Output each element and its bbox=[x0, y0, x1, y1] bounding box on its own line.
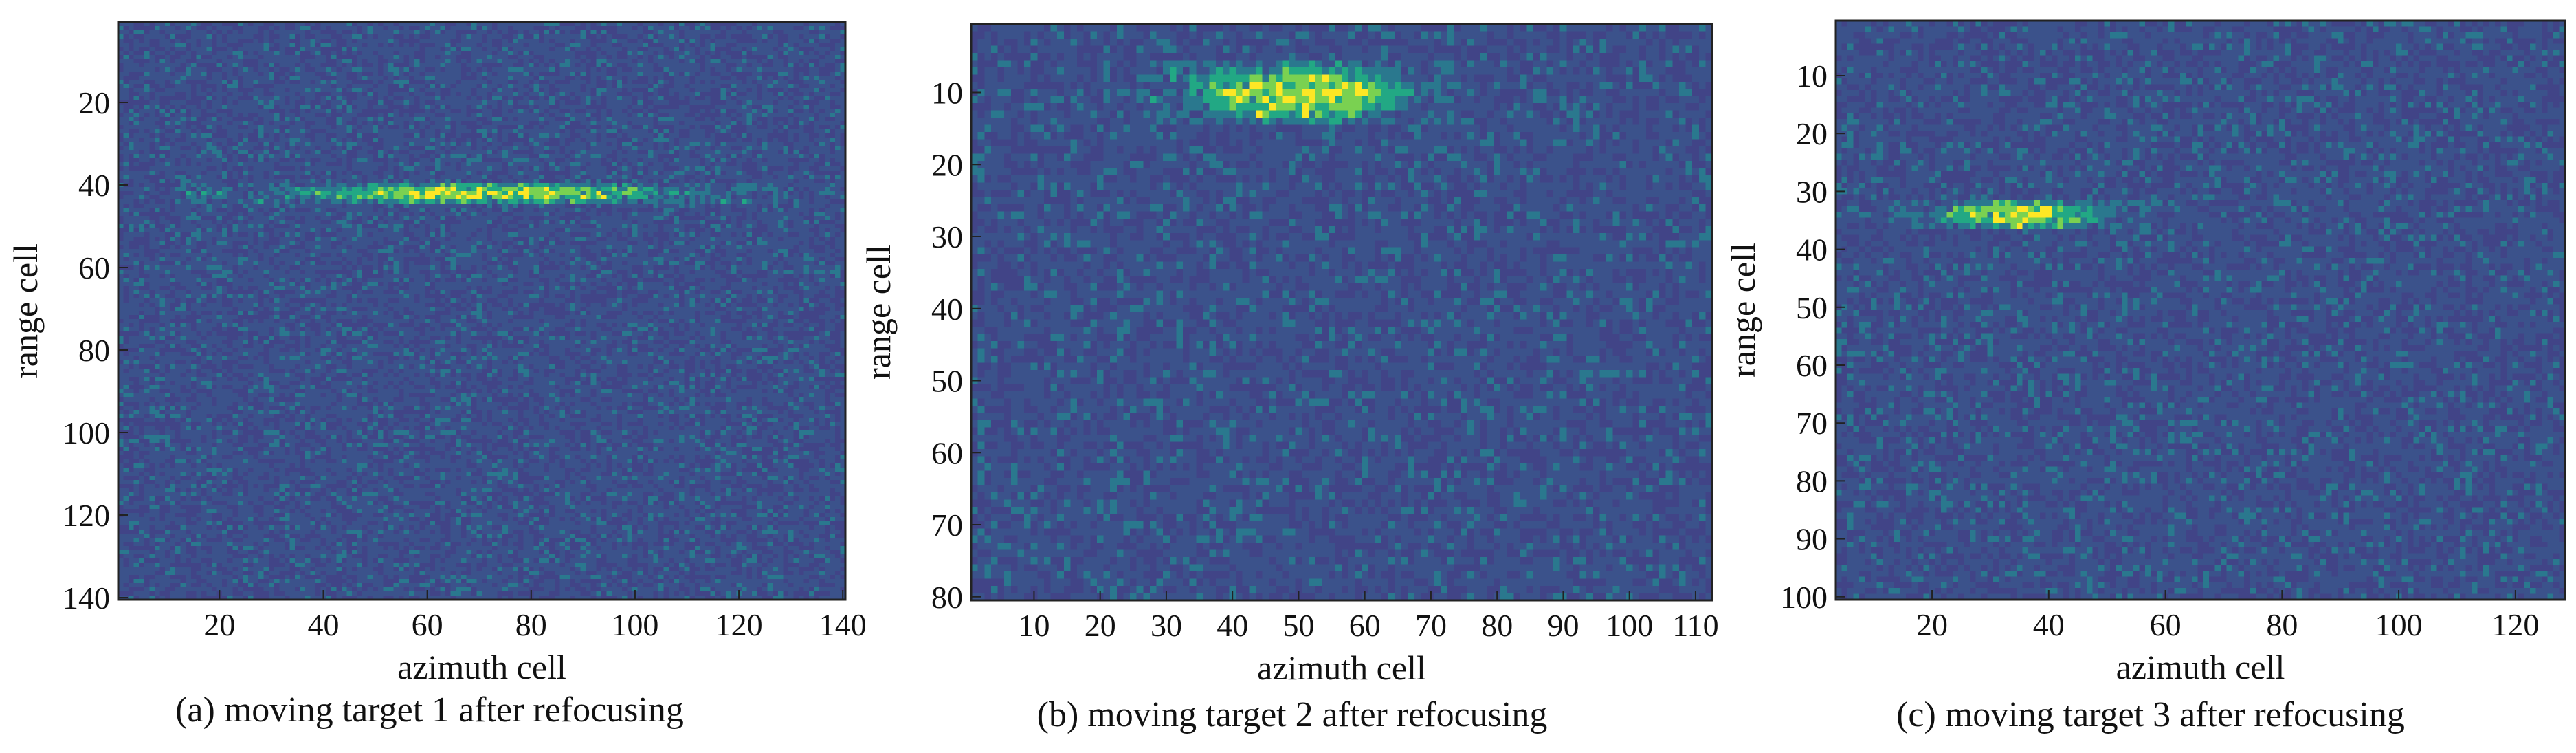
y-tick-label: 140 bbox=[63, 580, 110, 615]
x-tick-label: 60 bbox=[412, 607, 443, 642]
y-tick-label: 20 bbox=[78, 85, 110, 120]
y-tick-label: 90 bbox=[1796, 522, 1828, 557]
x-tick-label: 140 bbox=[819, 607, 867, 642]
x-tick-label: 100 bbox=[2375, 607, 2423, 642]
y-tick-label: 10 bbox=[1796, 58, 1828, 94]
caption-c: (c) moving target 3 after refocusing bbox=[1896, 695, 2405, 734]
x-tick-label: 20 bbox=[203, 607, 235, 642]
heatmap-cells bbox=[118, 22, 845, 600]
plot-area-c bbox=[1836, 21, 2565, 600]
x-tick-label: 100 bbox=[611, 607, 658, 642]
panel-b: 10 20 30 40 50 60 70 80 90 100 110 10 20 30 40 50 60 70 80… bbox=[859, 0, 1725, 753]
x-tick-label: 20 bbox=[1085, 608, 1116, 643]
x-tick-label: 30 bbox=[1151, 608, 1182, 643]
heatmap-chart-c: 20 40 60 80 100 120 10 20 30 40 50 60 70 80 90 100 azim… bbox=[1724, 19, 2566, 686]
y-tick-label: 120 bbox=[63, 498, 110, 533]
y-tick-label: 50 bbox=[931, 364, 963, 399]
x-tick-label: 100 bbox=[1606, 608, 1653, 643]
y-axis-label-b: range cell bbox=[859, 245, 898, 380]
x-axis-label-b: azimuth cell bbox=[1257, 648, 1426, 687]
y-tick-label: 100 bbox=[63, 415, 110, 450]
ticks-b: 10 20 30 40 50 60 70 80 90 100 110 10 20 30 40 50 60 70 80 bbox=[931, 76, 1719, 643]
x-axis-label-a: azimuth cell bbox=[397, 648, 566, 686]
x-tick-label: 50 bbox=[1283, 608, 1314, 643]
y-tick-label: 40 bbox=[931, 292, 963, 327]
x-axis-label-c: azimuth cell bbox=[2116, 648, 2285, 686]
x-tick-label: 60 bbox=[2150, 607, 2181, 642]
x-tick-label: 90 bbox=[1547, 608, 1579, 643]
x-tick-label: 110 bbox=[1672, 608, 1718, 643]
y-axis-label-c: range cell bbox=[1724, 243, 1762, 378]
x-tick-label: 20 bbox=[1916, 607, 1948, 642]
heatmap-chart-b: 10 20 30 40 50 60 70 80 90 100 110 10 20 30 40 50 60 70 80… bbox=[859, 23, 1719, 687]
plot-frame-c bbox=[1834, 19, 2566, 601]
x-tick-label: 70 bbox=[1415, 608, 1447, 643]
y-tick-label: 60 bbox=[1796, 348, 1828, 383]
y-tick-label: 70 bbox=[931, 508, 963, 543]
ticks-c: 20 40 60 80 100 120 10 20 30 40 50 60 70 80 90 100 bbox=[1780, 58, 2539, 642]
x-tick-label: 40 bbox=[2033, 607, 2065, 642]
y-tick-label: 100 bbox=[1780, 580, 1828, 615]
panel-c: 20 40 60 80 100 120 10 20 30 40 50 60 70 80 90 100 azim… bbox=[1724, 0, 2576, 753]
y-tick-label: 20 bbox=[931, 147, 963, 182]
y-tick-label: 70 bbox=[1796, 406, 1828, 441]
y-tick-label: 10 bbox=[931, 76, 963, 111]
y-tick-label: 80 bbox=[78, 333, 110, 368]
panel-a: 20 40 60 80 100 120 140 20 40 60 80 100 120 140 azimu… bbox=[0, 0, 867, 753]
plot-area-a bbox=[118, 22, 845, 600]
y-tick-label: 30 bbox=[1796, 174, 1828, 209]
y-tick-label: 40 bbox=[1796, 232, 1828, 268]
x-tick-label: 40 bbox=[1217, 608, 1248, 643]
heatmap-chart-a: 20 40 60 80 100 120 140 20 40 60 80 100 120 140 azimu… bbox=[6, 21, 867, 686]
x-tick-label: 80 bbox=[515, 607, 547, 642]
y-axis-label-a: range cell bbox=[6, 243, 45, 378]
y-tick-label: 20 bbox=[1796, 116, 1828, 151]
x-tick-label: 80 bbox=[1481, 608, 1513, 643]
y-tick-label: 80 bbox=[931, 580, 963, 615]
heatmap-cells bbox=[971, 24, 1712, 600]
y-tick-label: 60 bbox=[931, 435, 963, 470]
x-tick-label: 10 bbox=[1018, 608, 1050, 643]
y-tick-label: 50 bbox=[1796, 290, 1828, 325]
y-tick-label: 30 bbox=[931, 219, 963, 254]
x-tick-label: 60 bbox=[1349, 608, 1381, 643]
x-tick-label: 120 bbox=[2491, 607, 2539, 642]
x-tick-label: 80 bbox=[2266, 607, 2298, 642]
x-tick-label: 40 bbox=[308, 607, 340, 642]
plot-area-b bbox=[971, 24, 1712, 600]
y-tick-label: 60 bbox=[78, 250, 110, 285]
y-tick-label: 40 bbox=[78, 168, 110, 203]
x-tick-label: 120 bbox=[715, 607, 763, 642]
plot-frame-b bbox=[970, 23, 1713, 602]
ticks-a: 20 40 60 80 100 120 140 20 40 60 80 100 120 140 bbox=[63, 85, 867, 642]
caption-a: (a) moving target 1 after refocusing bbox=[175, 690, 684, 730]
plot-frame-a bbox=[117, 21, 847, 601]
y-tick-label: 80 bbox=[1796, 463, 1828, 499]
heatmap-cells bbox=[1836, 21, 2565, 600]
caption-b: (b) moving target 2 after refocusing bbox=[1036, 695, 1548, 734]
